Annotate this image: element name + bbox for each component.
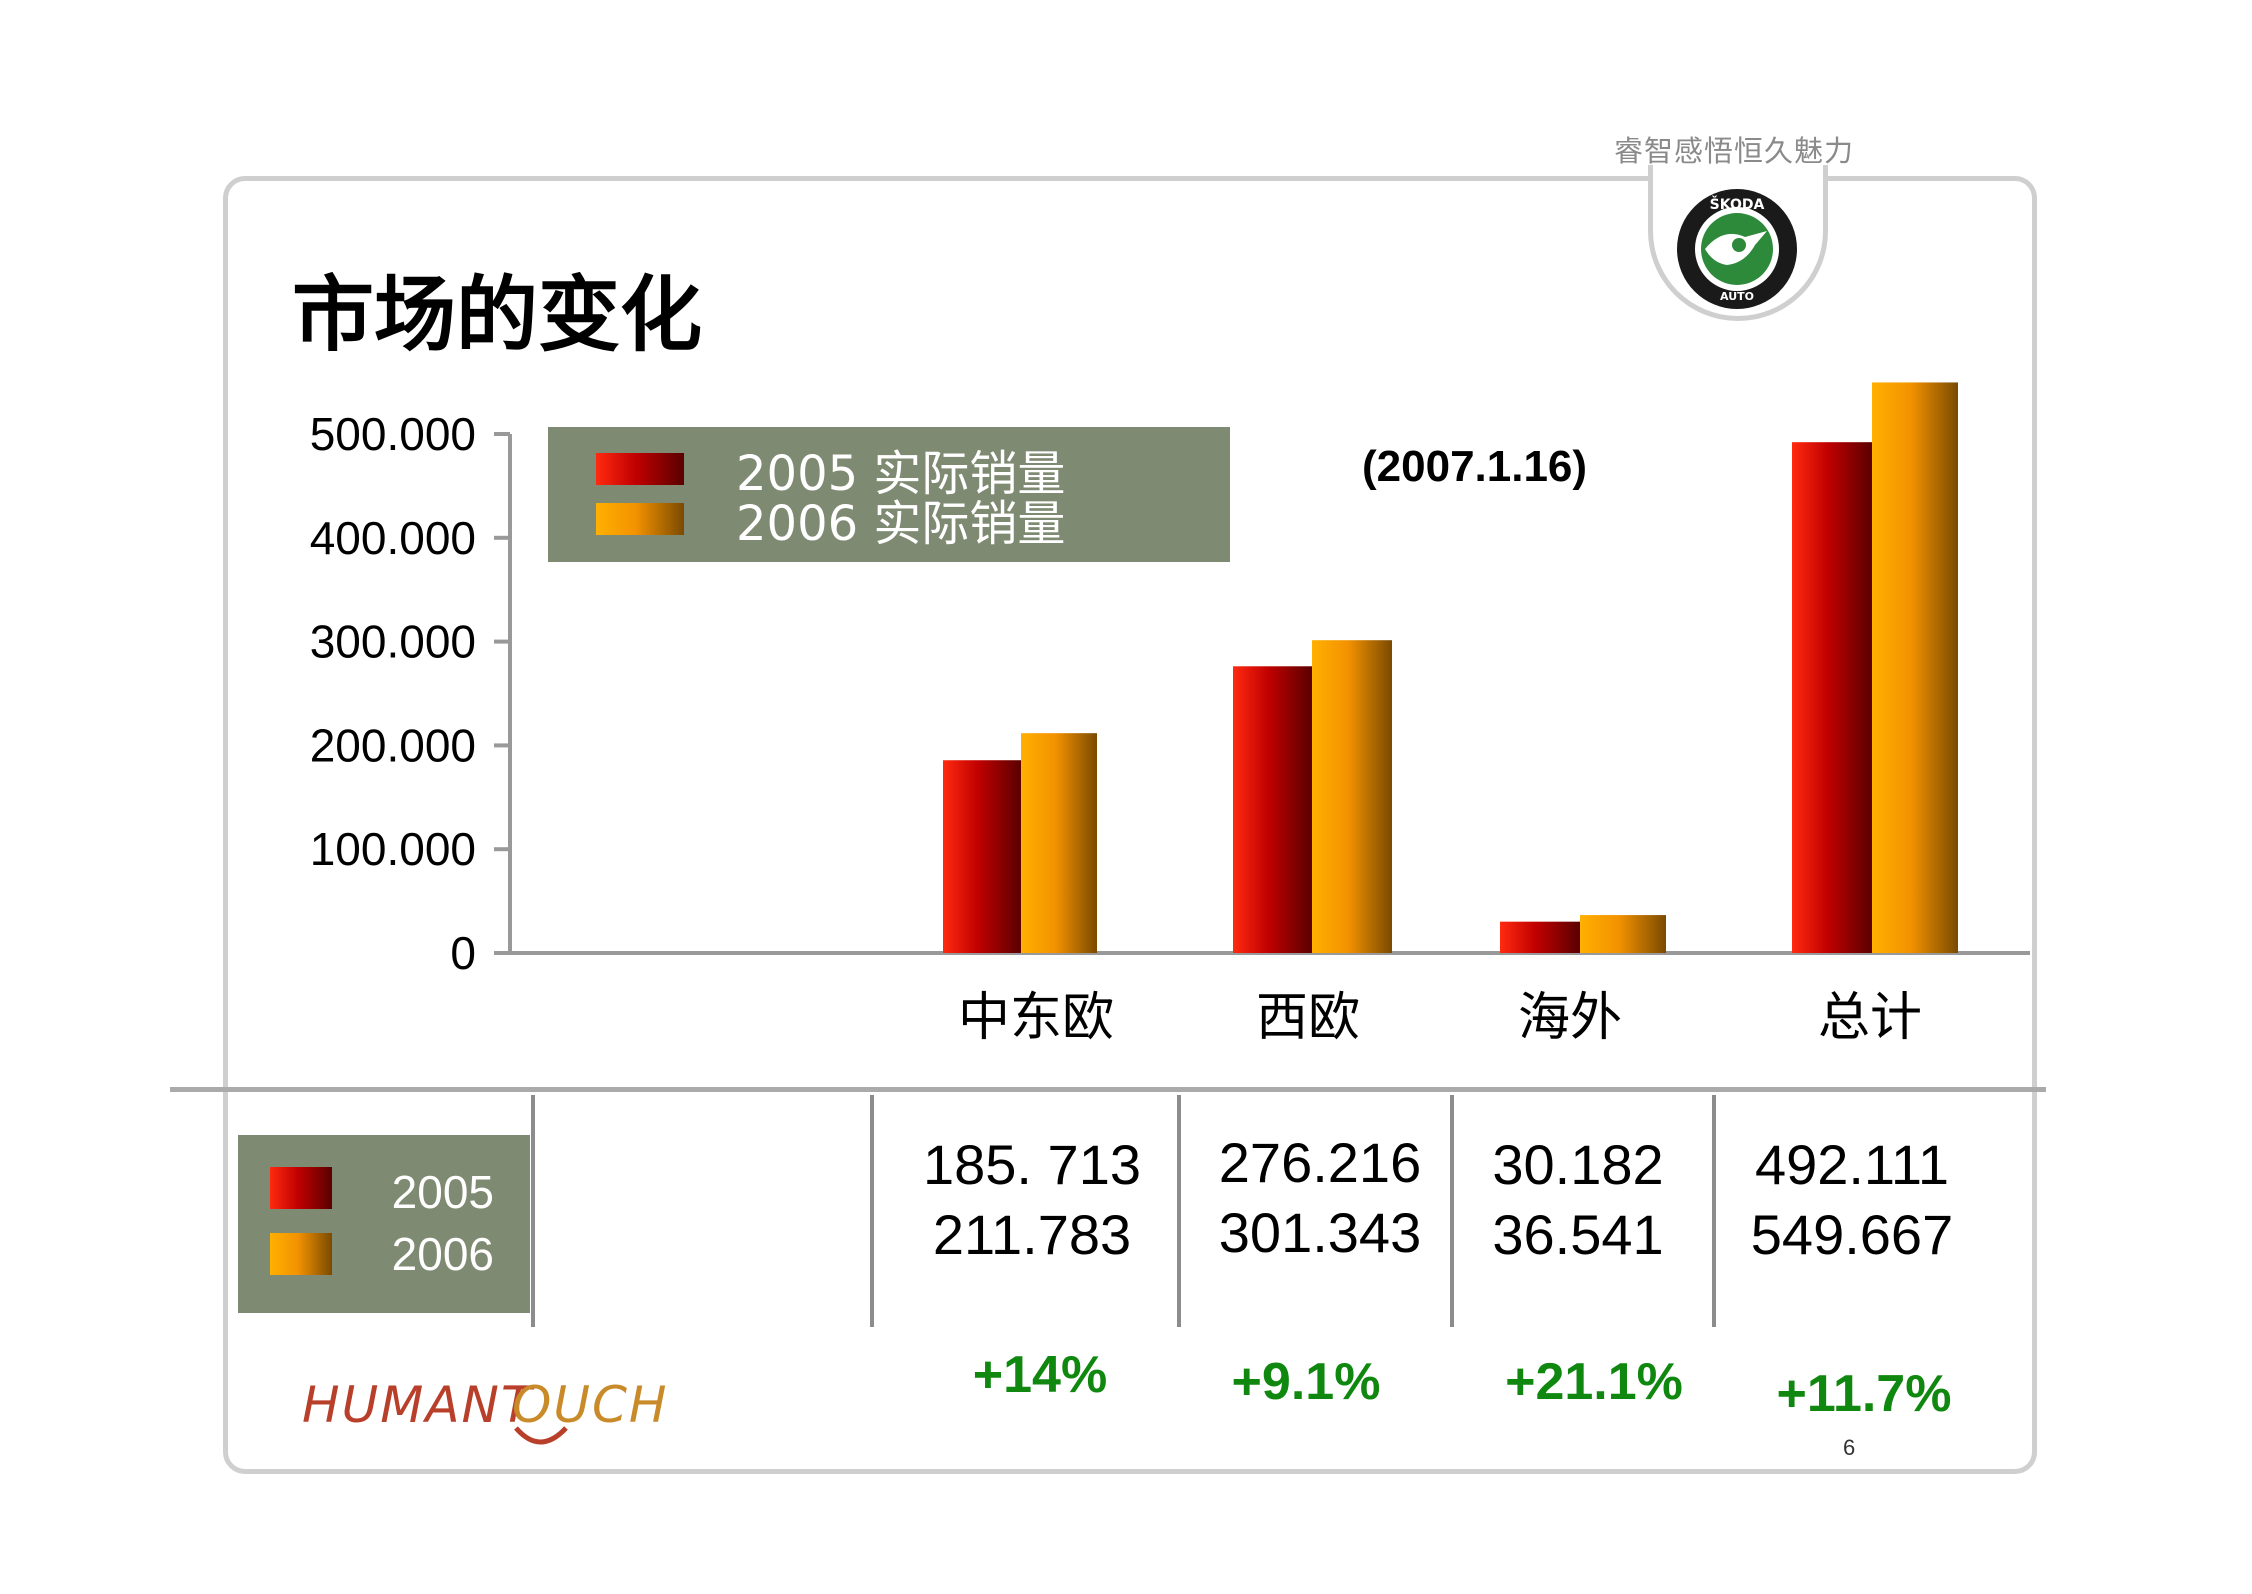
- value-2005: 276.216: [1218, 1131, 1422, 1194]
- table-legend-2005: 2005: [391, 1166, 494, 1218]
- table-swatch-2006: [270, 1233, 332, 1275]
- skoda-logo: ŠKODA AUTO: [1677, 189, 1797, 309]
- bar-2006-3: [1872, 382, 1958, 953]
- value-2005: 492.111: [1754, 1133, 1950, 1196]
- legend-label-2006: 2006 实际销量: [736, 496, 1066, 552]
- section-divider: [170, 1087, 2046, 1092]
- table-swatch-2005: [270, 1167, 332, 1209]
- slide-frame: [223, 176, 2037, 1474]
- table-separator: [1450, 1095, 1454, 1327]
- growth-west-europe: +9.1%: [1231, 1353, 1381, 1411]
- legend-item-2005: 2005 实际销量: [596, 446, 1065, 502]
- bar-2005-0: [943, 760, 1021, 953]
- legend-swatch-2006: [596, 503, 684, 535]
- table-cell-overseas: 30.182 36.541: [1458, 1130, 1698, 1270]
- growth-overseas: +21.1%: [1505, 1353, 1683, 1411]
- table-separator: [531, 1095, 535, 1327]
- page-number: 6: [1843, 1435, 1856, 1460]
- table-legend: 2005 2006: [238, 1135, 530, 1313]
- table-legend-2006: 2006: [391, 1228, 494, 1280]
- table-cell-total: 492.111 549.667: [1732, 1130, 1972, 1270]
- y-tick-label: 0: [450, 927, 476, 979]
- value-2006: 211.783: [932, 1203, 1132, 1266]
- value-2006: 549.667: [1750, 1203, 1954, 1266]
- category-label-total: 总计: [1817, 988, 1923, 1048]
- value-2006: 301.343: [1218, 1201, 1422, 1264]
- table-cell-west-europe: 276.216 301.343: [1200, 1128, 1440, 1268]
- bar-2005-2: [1500, 921, 1580, 953]
- y-tick-label: 200.000: [310, 719, 476, 771]
- chart-legend: 2005 实际销量 2006 实际销量: [548, 427, 1230, 562]
- table-separator: [1177, 1095, 1181, 1327]
- page-title: 市场的变化: [292, 268, 703, 363]
- category-label-cee: 中东欧: [957, 988, 1115, 1048]
- table-cell-cee: 185. 713 211.783: [912, 1130, 1152, 1270]
- value-2005: 185. 713: [923, 1133, 1141, 1196]
- y-tick-label: 300.000: [310, 616, 476, 668]
- y-tick-label: 400.000: [310, 512, 476, 564]
- date-note: (2007.1.16): [1362, 442, 1588, 491]
- value-2006: 36.541: [1492, 1203, 1664, 1266]
- growth-cee: +14%: [972, 1346, 1108, 1404]
- bar-2005-1: [1233, 666, 1312, 953]
- growth-total: +11.7%: [1776, 1365, 1952, 1423]
- table-separator: [1712, 1095, 1716, 1327]
- legend-item-2006: 2006 实际销量: [596, 496, 1065, 552]
- legend-swatch-2005: [596, 453, 684, 485]
- svg-text:HUMANT: HUMANT: [302, 1376, 535, 1434]
- table-separator: [870, 1095, 874, 1327]
- value-2005: 30.182: [1492, 1133, 1664, 1196]
- bar-2005-3: [1792, 442, 1872, 953]
- brand-tagline: 睿智感悟恒久魅力: [1614, 134, 1855, 168]
- svg-text:AUTO: AUTO: [1720, 290, 1754, 303]
- y-tick-label: 500.000: [310, 408, 476, 460]
- category-label-overseas: 海外: [1517, 988, 1623, 1048]
- bar-2006-0: [1021, 733, 1097, 953]
- humantouch-logo: HUMANT OUCH: [302, 1376, 668, 1445]
- svg-text:ŠKODA: ŠKODA: [1710, 195, 1765, 213]
- y-tick-label: 100.000: [310, 823, 476, 875]
- category-label-west-europe: 西欧: [1255, 988, 1361, 1048]
- bar-2006-1: [1312, 640, 1392, 953]
- bar-2006-2: [1580, 915, 1666, 953]
- legend-label-2005: 2005 实际销量: [736, 446, 1066, 502]
- svg-text:OUCH: OUCH: [512, 1376, 668, 1434]
